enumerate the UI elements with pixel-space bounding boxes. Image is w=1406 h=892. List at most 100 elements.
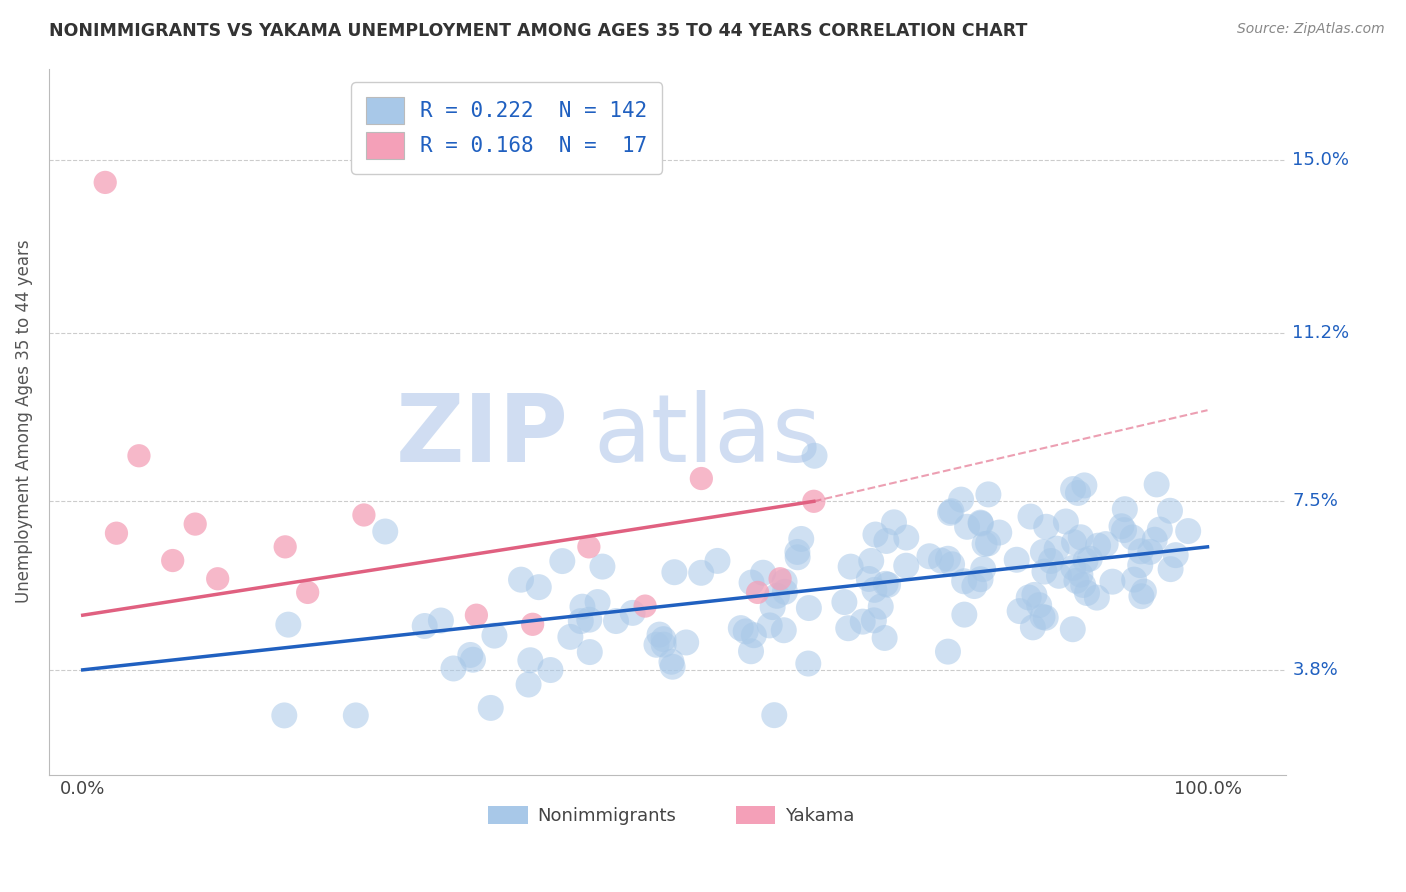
Text: 7.5%: 7.5% xyxy=(1292,492,1339,510)
Point xyxy=(769,572,792,586)
Point xyxy=(803,449,825,463)
Point xyxy=(956,520,979,534)
Point xyxy=(950,492,973,507)
Point xyxy=(690,471,713,485)
Point xyxy=(1143,533,1166,547)
Point xyxy=(661,659,683,673)
Point xyxy=(569,614,592,628)
Point xyxy=(1160,562,1182,576)
Point xyxy=(1074,553,1097,567)
Point xyxy=(578,540,600,554)
Point xyxy=(941,558,963,572)
Point xyxy=(591,559,613,574)
Point xyxy=(273,708,295,723)
Point xyxy=(1177,524,1199,538)
Point xyxy=(675,635,697,649)
Point xyxy=(1047,569,1070,583)
Point xyxy=(766,589,789,603)
Point xyxy=(1028,598,1050,612)
Point xyxy=(918,549,941,564)
Point xyxy=(869,599,891,614)
Point xyxy=(877,578,900,592)
Point xyxy=(207,572,229,586)
Point xyxy=(1146,477,1168,491)
Point xyxy=(1033,565,1056,579)
Point xyxy=(621,606,644,620)
Point xyxy=(1129,544,1152,558)
Point xyxy=(929,553,952,567)
Point xyxy=(527,580,550,594)
Point xyxy=(277,617,299,632)
Point xyxy=(936,551,959,566)
Point xyxy=(773,574,796,589)
Point xyxy=(752,566,775,580)
Point xyxy=(1159,504,1181,518)
Point xyxy=(1085,591,1108,605)
Point xyxy=(742,628,765,642)
Point xyxy=(353,508,375,522)
Point xyxy=(863,582,886,597)
Point xyxy=(1164,548,1187,562)
Point xyxy=(578,613,600,627)
Point xyxy=(690,566,713,580)
Point xyxy=(988,525,1011,540)
Point xyxy=(953,607,976,622)
Point xyxy=(706,554,728,568)
Point xyxy=(652,638,675,652)
Y-axis label: Unemployment Among Ages 35 to 44 years: Unemployment Among Ages 35 to 44 years xyxy=(15,240,32,603)
Point xyxy=(1149,523,1171,537)
Text: ZIP: ZIP xyxy=(395,390,568,482)
Point xyxy=(863,613,886,627)
Point xyxy=(873,631,896,645)
Point xyxy=(1130,589,1153,603)
Point xyxy=(162,553,184,567)
Point xyxy=(540,663,562,677)
Point xyxy=(571,599,593,614)
Point xyxy=(941,504,963,518)
Point xyxy=(740,644,762,658)
Point xyxy=(1024,588,1046,602)
Text: Yakama: Yakama xyxy=(785,806,855,824)
Text: 11.2%: 11.2% xyxy=(1292,324,1350,342)
Point xyxy=(883,516,905,530)
Point xyxy=(1139,545,1161,559)
Legend: R = 0.222  N = 142, R = 0.168  N =  17: R = 0.222 N = 142, R = 0.168 N = 17 xyxy=(352,82,662,174)
Point xyxy=(1111,519,1133,533)
Point xyxy=(1005,553,1028,567)
Point xyxy=(839,559,862,574)
Text: 3.8%: 3.8% xyxy=(1292,661,1339,679)
Point xyxy=(1054,515,1077,529)
Point xyxy=(184,517,207,532)
Point xyxy=(1067,486,1090,500)
Point xyxy=(963,579,986,593)
Point xyxy=(551,554,574,568)
Point xyxy=(1121,530,1143,544)
Point xyxy=(1062,622,1084,636)
Point xyxy=(875,533,897,548)
Point xyxy=(1066,574,1088,588)
Point xyxy=(860,554,883,568)
Point xyxy=(645,638,668,652)
Point xyxy=(1129,558,1152,573)
Point xyxy=(1063,535,1085,549)
Point xyxy=(939,506,962,520)
Point xyxy=(772,624,794,638)
FancyBboxPatch shape xyxy=(735,806,775,824)
Point xyxy=(953,574,976,589)
Point xyxy=(1073,478,1095,492)
FancyBboxPatch shape xyxy=(488,806,527,824)
Point xyxy=(1078,551,1101,566)
Point xyxy=(1094,537,1116,551)
Point xyxy=(1035,520,1057,534)
Point xyxy=(865,527,887,541)
Point xyxy=(747,585,769,599)
Point xyxy=(465,608,488,623)
Point xyxy=(560,630,582,644)
Point xyxy=(605,614,627,628)
Point xyxy=(741,575,763,590)
Point xyxy=(936,645,959,659)
Point xyxy=(664,565,686,579)
Point xyxy=(1032,545,1054,559)
Text: NONIMMIGRANTS VS YAKAMA UNEMPLOYMENT AMONG AGES 35 TO 44 YEARS CORRELATION CHART: NONIMMIGRANTS VS YAKAMA UNEMPLOYMENT AMO… xyxy=(49,22,1028,40)
Point xyxy=(977,487,1000,501)
